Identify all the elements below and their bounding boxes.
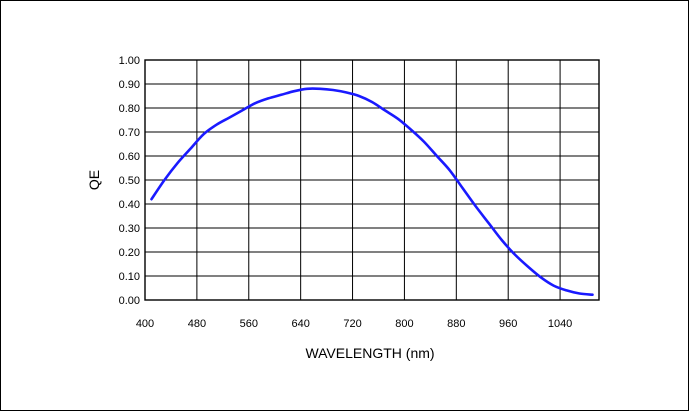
y-tick-label: 0.40 — [119, 199, 140, 211]
x-tick-label: 480 — [188, 318, 206, 330]
y-tick-label: 0.20 — [119, 247, 140, 259]
x-tick-label: 960 — [499, 318, 517, 330]
x-tick-label: 1040 — [548, 318, 572, 330]
x-tick-label: 800 — [395, 318, 413, 330]
x-tick-label: 640 — [291, 318, 309, 330]
y-tick-labels: 0.00 0.10 0.20 0.30 0.40 0.50 0.60 0.70 0.80 0.90… — [119, 55, 140, 307]
y-tick-label: 0.50 — [119, 175, 140, 187]
x-tick-label: 560 — [240, 318, 258, 330]
y-tick-label: 0.90 — [119, 79, 140, 91]
y-tick-label: 0.30 — [119, 223, 140, 235]
y-tick-label: 0.10 — [119, 271, 140, 283]
x-tick-labels: 400 480 560 640 720 800 880 960 1040 — [136, 318, 573, 330]
y-tick-label: 0.00 — [119, 295, 140, 307]
y-tick-label: 0.60 — [119, 151, 140, 163]
y-tick-label: 0.70 — [119, 127, 140, 139]
grid — [144, 59, 599, 301]
y-axis-title: QE — [86, 170, 102, 190]
x-tick-label: 400 — [136, 318, 154, 330]
y-tick-label: 0.80 — [119, 103, 140, 115]
y-tick-label: 1.00 — [119, 55, 140, 67]
series-line-qe — [150, 87, 594, 297]
plot-area — [144, 59, 600, 301]
x-tick-label: 880 — [447, 318, 465, 330]
x-axis-title: WAVELENGTH (nm) — [305, 345, 434, 361]
x-tick-label: 720 — [343, 318, 361, 330]
